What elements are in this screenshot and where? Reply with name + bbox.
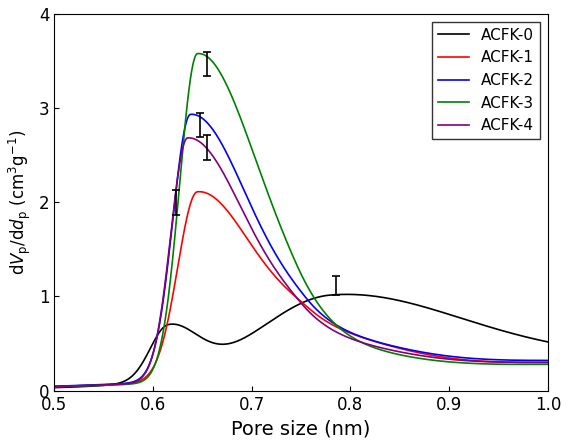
Line: ACFK-2: ACFK-2 <box>55 114 548 386</box>
ACFK-2 <box>136 376 143 381</box>
ACFK-2 <box>535 358 542 363</box>
ACFK-4 <box>240 210 247 216</box>
ACFK-2 <box>482 356 488 362</box>
ACFK-2 <box>262 232 269 238</box>
ACFK-2 <box>189 112 195 117</box>
ACFK-0 <box>535 337 542 343</box>
ACFK-3 <box>482 361 488 367</box>
ACFK-1 <box>107 382 114 387</box>
ACFK-3 <box>136 380 143 385</box>
ACFK-1 <box>482 359 488 364</box>
X-axis label: Pore size (nm): Pore size (nm) <box>231 419 371 438</box>
Line: ACFK-3: ACFK-3 <box>55 53 548 387</box>
ACFK-2 <box>107 381 114 387</box>
ACFK-2 <box>240 187 247 192</box>
Line: ACFK-1: ACFK-1 <box>55 192 548 387</box>
Line: ACFK-0: ACFK-0 <box>55 295 548 388</box>
ACFK-4 <box>545 360 552 365</box>
ACFK-0 <box>107 382 114 388</box>
ACFK-0 <box>261 322 268 328</box>
ACFK-3 <box>535 362 542 367</box>
ACFK-3 <box>195 51 202 56</box>
ACFK-4 <box>482 359 488 364</box>
ACFK-0 <box>240 336 247 341</box>
ACFK-4 <box>107 382 114 387</box>
ACFK-2 <box>545 358 552 363</box>
ACFK-4 <box>185 135 192 141</box>
Legend: ACFK-0, ACFK-1, ACFK-2, ACFK-3, ACFK-4: ACFK-0, ACFK-1, ACFK-2, ACFK-3, ACFK-4 <box>432 22 540 139</box>
ACFK-1 <box>51 384 58 389</box>
ACFK-0 <box>482 323 488 328</box>
ACFK-1 <box>196 189 203 194</box>
ACFK-4 <box>136 376 143 382</box>
ACFK-4 <box>262 251 269 256</box>
ACFK-3 <box>107 382 114 388</box>
Line: ACFK-4: ACFK-4 <box>55 138 548 387</box>
ACFK-1 <box>545 360 552 365</box>
ACFK-3 <box>51 384 58 389</box>
ACFK-1 <box>262 261 269 267</box>
ACFK-4 <box>535 360 542 365</box>
ACFK-0 <box>136 364 143 369</box>
ACFK-1 <box>136 378 143 384</box>
ACFK-2 <box>51 384 58 389</box>
ACFK-0 <box>343 292 350 297</box>
Y-axis label: $\mathrm{d}V_\mathrm{p}/\mathrm{d}d_\mathrm{p}\ (\mathrm{cm}^3\mathrm{g}^{-1})$: $\mathrm{d}V_\mathrm{p}/\mathrm{d}d_\mat… <box>7 129 34 275</box>
ACFK-3 <box>545 362 552 367</box>
ACFK-3 <box>262 183 269 188</box>
ACFK-4 <box>51 384 58 389</box>
ACFK-0 <box>51 385 58 390</box>
ACFK-0 <box>545 339 552 344</box>
ACFK-1 <box>240 231 247 236</box>
ACFK-3 <box>240 124 247 129</box>
ACFK-1 <box>535 360 542 365</box>
